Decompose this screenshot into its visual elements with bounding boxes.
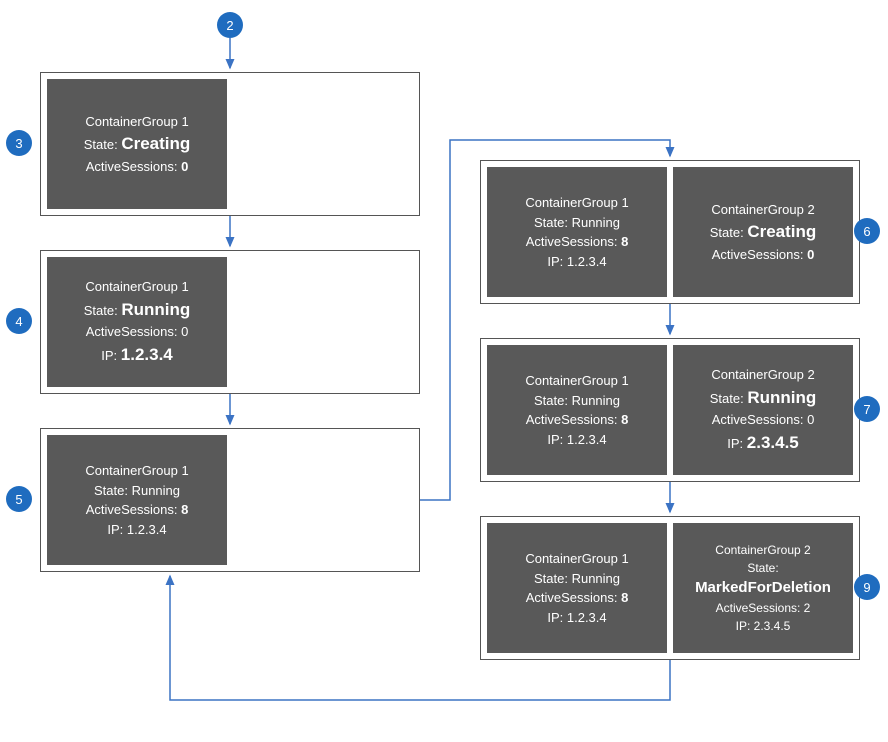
card-state-label: State: (747, 559, 778, 577)
card-ip: IP: 1.2.3.4 (547, 430, 606, 450)
card-title: ContainerGroup 1 (525, 549, 628, 569)
card-ip: IP: 1.2.3.4 (101, 342, 173, 368)
card-title: ContainerGroup 1 (85, 461, 188, 481)
card-ip: IP: 2.3.4.5 (727, 430, 799, 456)
badge-label: 3 (15, 136, 22, 151)
card-sessions: ActiveSessions: 0 (86, 322, 189, 342)
badge-label: 4 (15, 314, 22, 329)
card-state: State: Creating (84, 131, 191, 157)
state-panel-6: ContainerGroup 1 State: Running ActiveSe… (480, 160, 860, 304)
badge-label: 7 (863, 402, 870, 417)
card-state: State: Running (94, 481, 180, 501)
state-panel-7: ContainerGroup 1 State: Running ActiveSe… (480, 338, 860, 482)
container-group-card: ContainerGroup 1 State: Running ActiveSe… (487, 167, 667, 297)
card-state: State: Running (534, 569, 620, 589)
card-title: ContainerGroup 1 (525, 193, 628, 213)
container-group-card: ContainerGroup 1 State: Running ActiveSe… (47, 257, 227, 387)
badge-label: 9 (863, 580, 870, 595)
card-sessions: ActiveSessions: 0 (712, 410, 815, 430)
step-badge-9: 9 (854, 574, 880, 600)
container-group-card: ContainerGroup 1 State: Creating ActiveS… (47, 79, 227, 209)
card-state-value: MarkedForDeletion (695, 577, 831, 600)
card-ip: IP: 1.2.3.4 (547, 608, 606, 628)
card-sessions: ActiveSessions: 8 (86, 500, 189, 520)
container-group-card: ContainerGroup 1 State: Running ActiveSe… (487, 523, 667, 653)
card-state: State: Creating (710, 219, 817, 245)
state-panel-5: ContainerGroup 1 State: Running ActiveSe… (40, 428, 420, 572)
state-panel-9: ContainerGroup 1 State: Running ActiveSe… (480, 516, 860, 660)
step-badge-6: 6 (854, 218, 880, 244)
card-sessions: ActiveSessions: 8 (526, 588, 629, 608)
step-badge-2: 2 (217, 12, 243, 38)
card-title: ContainerGroup 2 (715, 541, 810, 559)
step-badge-5: 5 (6, 486, 32, 512)
card-state: State: Running (534, 213, 620, 233)
badge-label: 6 (863, 224, 870, 239)
card-state: State: Running (534, 391, 620, 411)
container-group-card: ContainerGroup 1 State: Running ActiveSe… (487, 345, 667, 475)
container-group-card: ContainerGroup 2 State: Creating ActiveS… (673, 167, 853, 297)
step-badge-4: 4 (6, 308, 32, 334)
step-badge-7: 7 (854, 396, 880, 422)
card-sessions: ActiveSessions: 0 (86, 157, 189, 177)
card-ip: IP: 2.3.4.5 (736, 617, 791, 635)
state-panel-3: ContainerGroup 1 State: Creating ActiveS… (40, 72, 420, 216)
card-ip: IP: 1.2.3.4 (107, 520, 166, 540)
card-title: ContainerGroup 1 (85, 277, 188, 297)
badge-label: 5 (15, 492, 22, 507)
card-sessions: ActiveSessions: 2 (716, 599, 811, 617)
card-title: ContainerGroup 1 (525, 371, 628, 391)
card-title: ContainerGroup 1 (85, 112, 188, 132)
card-sessions: ActiveSessions: 8 (526, 410, 629, 430)
step-badge-3: 3 (6, 130, 32, 156)
card-title: ContainerGroup 2 (711, 365, 814, 385)
card-state: State: Running (710, 385, 817, 411)
card-ip: IP: 1.2.3.4 (547, 252, 606, 272)
badge-label: 2 (226, 18, 233, 33)
state-panel-4: ContainerGroup 1 State: Running ActiveSe… (40, 250, 420, 394)
card-state: State: Running (84, 297, 191, 323)
container-group-card: ContainerGroup 2 State: Running ActiveSe… (673, 345, 853, 475)
card-title: ContainerGroup 2 (711, 200, 814, 220)
container-group-card: ContainerGroup 2 State: MarkedForDeletio… (673, 523, 853, 653)
container-group-card: ContainerGroup 1 State: Running ActiveSe… (47, 435, 227, 565)
card-sessions: ActiveSessions: 0 (712, 245, 815, 265)
card-sessions: ActiveSessions: 8 (526, 232, 629, 252)
